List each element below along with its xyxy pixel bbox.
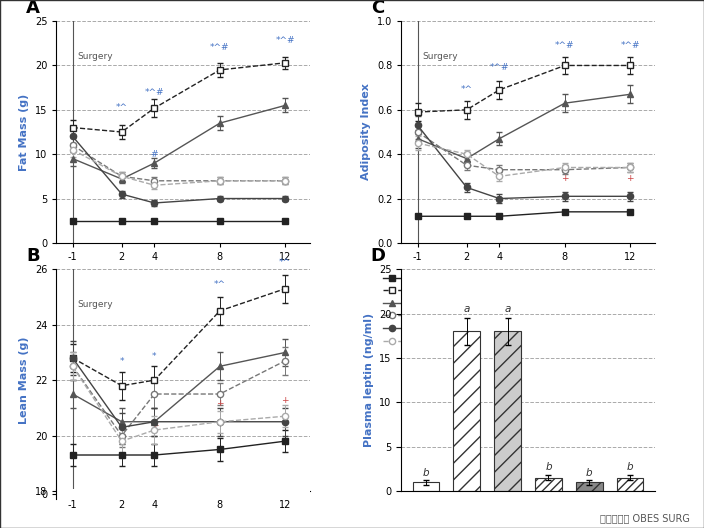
Bar — [535, 478, 562, 491]
Text: +: + — [627, 174, 634, 183]
Text: Surgery: Surgery — [422, 52, 458, 61]
Text: b: b — [627, 461, 634, 472]
Text: A: A — [26, 0, 40, 17]
Y-axis label: Fat Mass (g): Fat Mass (g) — [19, 93, 30, 171]
Text: 图片来源： OBES SURG: 图片来源： OBES SURG — [600, 513, 690, 523]
Bar — [494, 332, 521, 491]
Text: +: + — [216, 399, 224, 408]
Text: *^: *^ — [214, 280, 226, 289]
Text: a: a — [463, 304, 470, 314]
Text: *^#: *^# — [275, 36, 295, 45]
Text: *: * — [120, 357, 124, 366]
Y-axis label: Lean Mass (g): Lean Mass (g) — [19, 336, 30, 424]
Text: b: b — [586, 468, 593, 478]
Text: b: b — [545, 461, 552, 472]
Text: *^: *^ — [115, 102, 127, 111]
Text: *^: *^ — [460, 86, 472, 95]
Text: Surgery: Surgery — [77, 52, 113, 61]
Text: *^#: *^# — [490, 63, 509, 72]
Text: *^#: *^# — [145, 88, 164, 97]
Text: #: # — [151, 149, 158, 158]
Text: *^#: *^# — [210, 43, 230, 52]
Text: +: + — [151, 421, 158, 430]
Bar — [576, 482, 603, 491]
Bar — [453, 332, 480, 491]
Text: *^#: *^# — [620, 41, 640, 50]
Legend: Chow, Sham, VSG, VSG/WM, RYGB, RYGB/WM: Chow, Sham, VSG, VSG/WM, RYGB, RYGB/WM — [383, 274, 452, 346]
Y-axis label: Plasma leptin (ng/ml): Plasma leptin (ng/ml) — [363, 313, 374, 447]
Bar — [617, 478, 643, 491]
Text: +: + — [282, 396, 289, 405]
Text: *: * — [152, 352, 157, 361]
Text: C: C — [371, 0, 384, 17]
Text: *^#: *^# — [555, 41, 574, 50]
Text: Surgery: Surgery — [77, 300, 113, 309]
Text: +: + — [561, 174, 569, 183]
Bar — [413, 482, 439, 491]
Text: *^: *^ — [279, 258, 291, 267]
Text: b: b — [422, 468, 429, 478]
Text: D: D — [371, 247, 386, 265]
Text: B: B — [26, 247, 39, 265]
Text: a: a — [504, 304, 510, 314]
Y-axis label: Adiposity Index: Adiposity Index — [361, 83, 371, 181]
